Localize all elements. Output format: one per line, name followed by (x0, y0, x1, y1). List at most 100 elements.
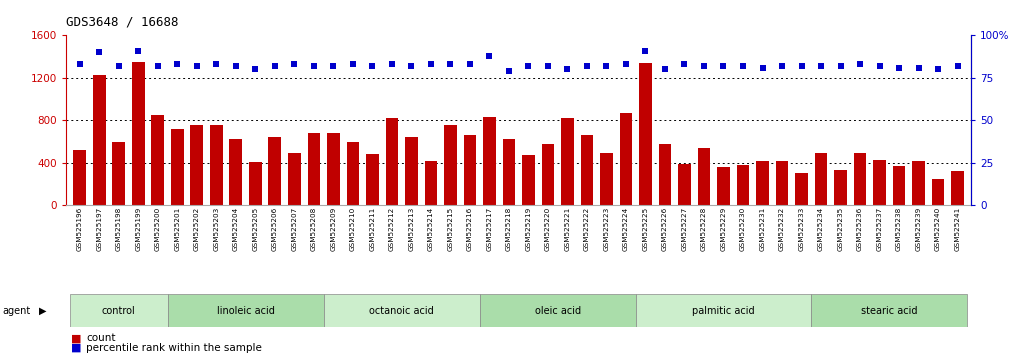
Point (266, 63, 283, 69)
Point (735, 63, 752, 69)
Text: palmitic acid: palmitic acid (693, 306, 755, 316)
Bar (424, 161, 437, 205)
Bar (366, 154, 378, 205)
Text: count: count (86, 333, 116, 343)
Point (657, 67, 673, 72)
Point (325, 63, 342, 69)
Text: ▶: ▶ (39, 306, 46, 316)
Point (149, 63, 166, 69)
Point (755, 65, 771, 70)
Bar (600, 153, 613, 205)
Bar (639, 63, 652, 205)
Bar (327, 133, 340, 205)
Bar (581, 135, 593, 205)
Bar (853, 153, 866, 205)
Bar (385, 118, 399, 205)
Bar (168, 294, 323, 327)
Bar (152, 115, 164, 205)
Point (793, 63, 810, 69)
Text: GDS3648 / 16688: GDS3648 / 16688 (66, 16, 179, 29)
Point (169, 62, 185, 67)
Point (521, 63, 537, 69)
Bar (698, 148, 710, 205)
Bar (659, 144, 671, 205)
Text: oleic acid: oleic acid (535, 306, 581, 316)
Point (247, 67, 263, 72)
Bar (932, 179, 945, 205)
Point (481, 53, 497, 59)
Bar (171, 129, 184, 205)
Point (208, 62, 225, 67)
Bar (815, 153, 828, 205)
Bar (502, 139, 516, 205)
Bar (113, 142, 125, 205)
Bar (951, 171, 964, 205)
Text: stearic acid: stearic acid (861, 306, 917, 316)
Point (306, 63, 322, 69)
Bar (522, 155, 535, 205)
Point (638, 48, 654, 53)
Bar (757, 161, 769, 205)
Point (617, 62, 634, 67)
Bar (636, 294, 812, 327)
Point (930, 67, 946, 72)
Bar (893, 166, 905, 205)
Bar (93, 75, 106, 205)
Point (462, 62, 478, 67)
Bar (190, 125, 203, 205)
Point (364, 63, 380, 69)
Bar (542, 144, 554, 205)
Bar (405, 137, 418, 205)
Bar (132, 62, 144, 205)
Point (676, 62, 693, 67)
Point (579, 63, 595, 69)
Point (813, 63, 829, 69)
Point (71, 62, 87, 67)
Bar (323, 294, 480, 327)
Point (598, 63, 614, 69)
Bar (776, 161, 788, 205)
Bar (210, 125, 223, 205)
Point (696, 63, 712, 69)
Bar (812, 294, 967, 327)
Text: percentile rank within the sample: percentile rank within the sample (86, 343, 262, 353)
Point (500, 68, 517, 74)
Text: octanoic acid: octanoic acid (369, 306, 434, 316)
Bar (480, 294, 636, 327)
Bar (70, 294, 168, 327)
Point (442, 62, 459, 67)
Bar (444, 125, 457, 205)
Bar (874, 160, 886, 205)
Point (189, 63, 205, 69)
Point (832, 63, 848, 69)
Point (286, 62, 302, 67)
Point (872, 63, 888, 69)
Point (383, 62, 400, 67)
Point (92, 50, 108, 55)
Bar (73, 150, 86, 205)
Bar (347, 142, 359, 205)
Text: agent: agent (2, 306, 31, 316)
Point (540, 63, 556, 69)
Point (950, 63, 966, 69)
Bar (717, 167, 730, 205)
Bar (736, 165, 750, 205)
Point (774, 63, 790, 69)
Bar (230, 139, 242, 205)
Point (130, 48, 146, 53)
Text: ■: ■ (71, 333, 81, 343)
Bar (307, 133, 320, 205)
Bar (483, 117, 495, 205)
Point (910, 65, 926, 70)
Bar (464, 135, 476, 205)
Point (228, 63, 244, 69)
Point (423, 62, 439, 67)
Point (345, 62, 361, 67)
Bar (288, 153, 301, 205)
Point (891, 65, 907, 70)
Point (559, 67, 576, 72)
Bar (834, 170, 847, 205)
Point (852, 62, 869, 67)
Bar (678, 164, 691, 205)
Bar (795, 173, 807, 205)
